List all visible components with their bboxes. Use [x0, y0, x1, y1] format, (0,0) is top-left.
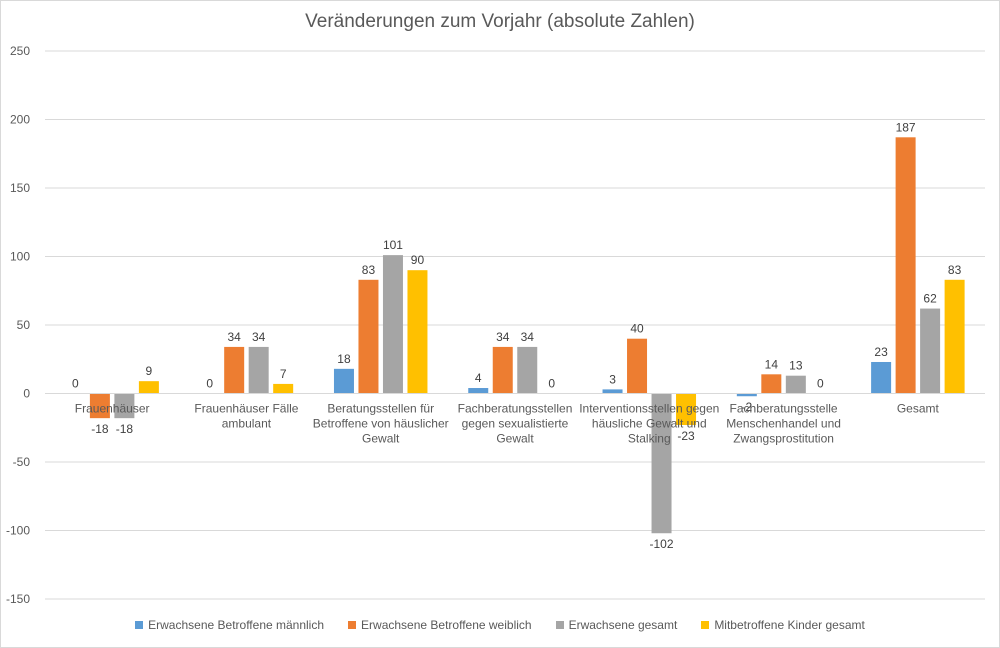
- bar: [492, 346, 513, 394]
- chart-title: Veränderungen zum Vorjahr (absolute Zahl…: [305, 11, 695, 32]
- bar: [138, 381, 159, 394]
- data-label: 0: [817, 377, 824, 391]
- y-tick-label: -100: [6, 524, 30, 538]
- legend-item: Erwachsene Betroffene männlich: [135, 618, 324, 632]
- x-category-label: Fachberatungsstellen gegen sexualistierte…: [458, 402, 573, 446]
- x-category-label: Fachberatungsstelle Menschenhandel und Zwa…: [726, 402, 841, 446]
- data-label: 9: [146, 364, 153, 378]
- bar: [651, 393, 672, 534]
- legend-label: Mitbetroffene Kinder gesamt: [714, 618, 865, 632]
- data-label: 34: [521, 330, 535, 344]
- legend-label: Erwachsene Betroffene männlich: [148, 618, 325, 632]
- bar: [517, 346, 538, 394]
- bar: [333, 368, 354, 394]
- y-tick-label: 100: [10, 250, 30, 264]
- data-label: 7: [280, 367, 287, 381]
- legend-swatch: [348, 621, 357, 629]
- bar: [785, 375, 806, 394]
- y-tick-label: 200: [10, 113, 30, 127]
- data-label: 3: [609, 372, 616, 386]
- x-category-label: Gesamt: [897, 402, 940, 416]
- legend-swatch: [701, 621, 710, 629]
- data-label: 18: [337, 352, 351, 366]
- y-tick-label: 0: [23, 387, 30, 401]
- bar: [676, 393, 697, 426]
- legend-item: Erwachsene Betroffene weiblich: [348, 618, 532, 632]
- data-label: 34: [252, 330, 266, 344]
- data-label: 13: [789, 359, 803, 373]
- y-tick-label: 150: [10, 181, 30, 195]
- legend-item: Erwachsene gesamt: [555, 618, 678, 632]
- data-label: -2: [741, 400, 752, 414]
- data-label: 90: [411, 253, 425, 267]
- data-label: 187: [896, 120, 916, 134]
- data-label: 0: [72, 377, 79, 391]
- data-label: 4: [475, 371, 482, 385]
- data-label: 40: [630, 322, 644, 336]
- data-label: 101: [383, 238, 403, 252]
- legend-item: Mitbetroffene Kinder gesamt: [701, 618, 865, 632]
- bar: [920, 308, 941, 394]
- x-category-label: Frauenhäuser: [75, 402, 150, 416]
- legend-swatch: [555, 621, 564, 629]
- bar: [114, 393, 135, 419]
- bar: [358, 279, 379, 394]
- bar: [382, 255, 403, 394]
- x-category-label: Interventionsstellen gegen häusliche Gewa…: [579, 402, 719, 446]
- bar: [224, 346, 245, 394]
- x-category-label: Beratungsstellen für Betroffene von häusl…: [313, 402, 449, 446]
- y-tick-label: 50: [17, 318, 31, 332]
- bar: [468, 388, 489, 394]
- legend-label: Erwachsene gesamt: [568, 618, 678, 632]
- legend-swatch: [135, 621, 144, 629]
- data-label: -102: [650, 537, 674, 551]
- bar: [895, 137, 916, 394]
- data-label: -18: [91, 422, 109, 436]
- bar: [89, 393, 110, 419]
- data-label: 34: [496, 330, 510, 344]
- bar: [602, 389, 623, 394]
- chart-legend: Erwachsene Betroffene männlich Erwachsene…: [0, 618, 1000, 632]
- x-category-label: Frauenhäuser Fälle ambulant: [194, 402, 298, 431]
- bar: [871, 361, 892, 394]
- data-label: 83: [362, 263, 376, 277]
- y-tick-label: -50: [13, 455, 31, 469]
- bar: [761, 374, 782, 394]
- y-tick-label: 250: [10, 44, 30, 58]
- data-label: 0: [206, 377, 213, 391]
- bar: [273, 383, 294, 394]
- data-label: -18: [116, 422, 134, 436]
- bar: [627, 338, 648, 394]
- legend-label: Erwachsene Betroffene weiblich: [361, 618, 532, 632]
- data-label: 34: [227, 330, 241, 344]
- bar: [944, 279, 965, 394]
- bar: [407, 270, 428, 394]
- data-label: -23: [677, 429, 695, 443]
- bar: [248, 346, 269, 394]
- data-label: 14: [765, 357, 779, 371]
- data-label: 0: [548, 377, 555, 391]
- data-label: 23: [874, 345, 888, 359]
- y-tick-label: -150: [6, 592, 30, 606]
- data-label: 83: [948, 263, 962, 277]
- bar: [736, 393, 757, 397]
- data-label: 62: [923, 292, 937, 306]
